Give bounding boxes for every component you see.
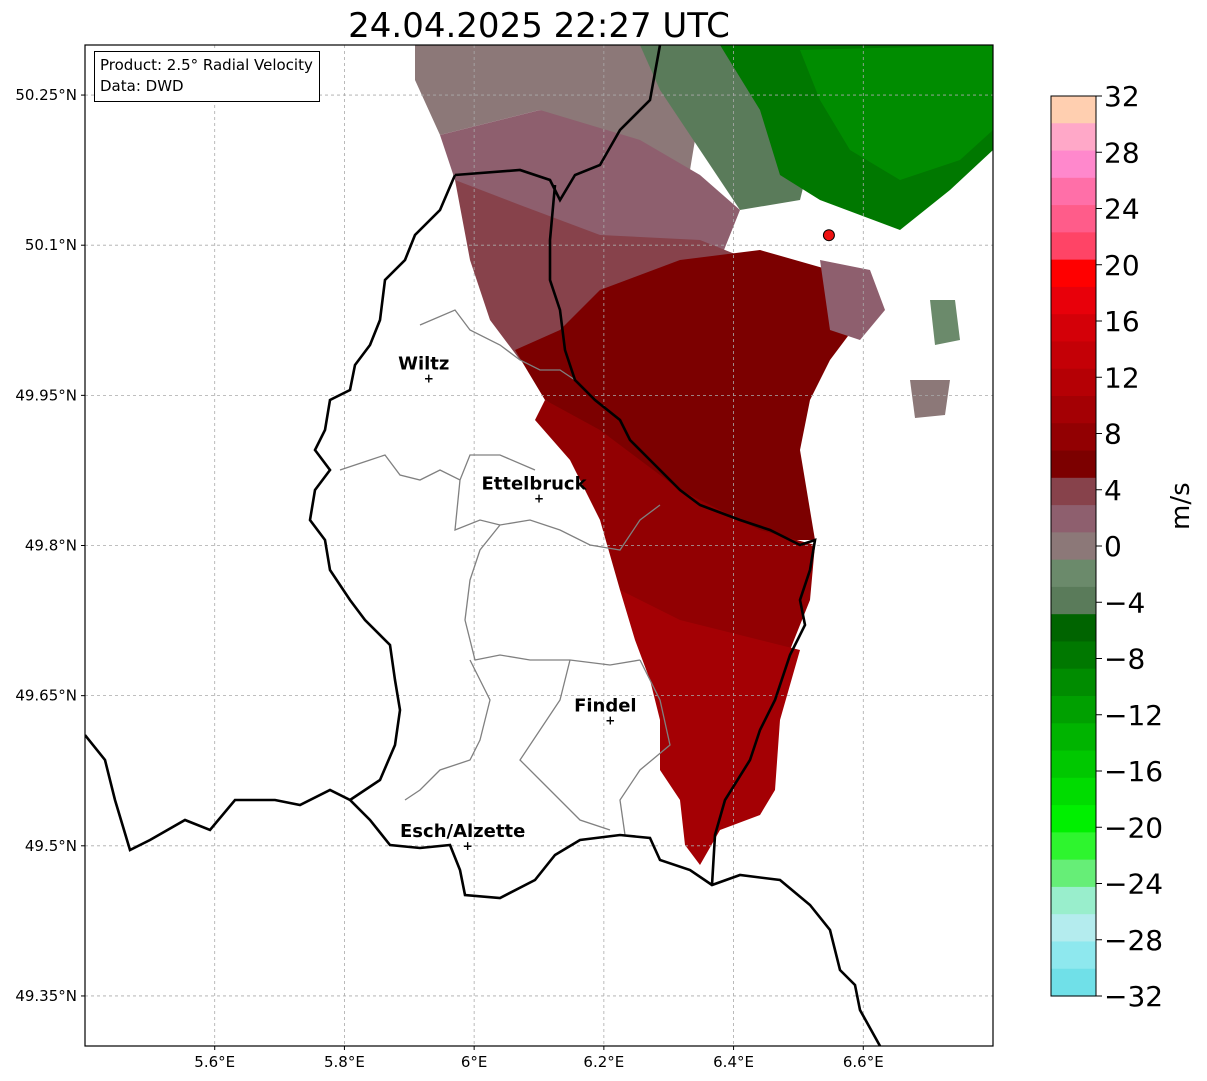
product-label: Product: 2.5° Radial Velocity (100, 56, 313, 74)
colorbar-segment (1051, 423, 1096, 452)
city-markers: +Wiltz+Ettelbruck+Findel+Esch/Alzette (398, 353, 637, 852)
canton-boundaries (339, 309, 671, 836)
colorbar-segment (1051, 859, 1096, 888)
echo-purple-north (440, 110, 740, 270)
colorbar-segment (1051, 505, 1096, 533)
colorbar-tick-label: 4 (1104, 474, 1122, 507)
colorbar-segment (1051, 177, 1096, 206)
echo-green-east (930, 300, 960, 345)
x-axis: 5.6°E 5.8°E 6°E 6.2°E 6.4°E 6.6°E (194, 1046, 884, 1071)
colorbar-segment (1051, 777, 1096, 806)
colorbar-segment (1051, 123, 1096, 152)
y-tick-label: 49.95°N (15, 386, 77, 404)
colorbar (1050, 95, 1097, 997)
y-tick-label: 49.5°N (25, 837, 77, 855)
colorbar-segment (1051, 232, 1096, 261)
colorbar-segment (1051, 259, 1096, 288)
colorbar-segment (1051, 96, 1096, 124)
echo-maroon-west (455, 180, 750, 360)
x-tick-label: 5.8°E (324, 1053, 365, 1071)
y-tick-label: 50.1°N (25, 236, 77, 254)
colorbar-segment (1051, 750, 1096, 779)
x-tick-label: 5.6°E (194, 1053, 235, 1071)
x-tick-label: 6.6°E (843, 1053, 884, 1071)
colorbar-segment (1051, 968, 1096, 997)
colorbar-segment (1051, 477, 1096, 506)
colorbar-tick-label: −24 (1104, 868, 1163, 901)
data-source-label: Data: DWD (100, 77, 184, 95)
colorbar-segment (1051, 723, 1096, 752)
map-title: 24.04.2025 22:27 UTC (348, 6, 730, 46)
colorbar-tick-label: −20 (1104, 811, 1163, 844)
info-box: Product: 2.5° Radial Velocity Data: DWD (94, 51, 320, 102)
echo-red-middle (535, 400, 815, 700)
city-marker: + (605, 714, 615, 728)
x-tick-label: 6.2°E (583, 1053, 624, 1071)
x-tick-label: 6°E (461, 1053, 488, 1071)
city-label: Ettelbruck (481, 473, 587, 494)
colorbar-segment (1051, 205, 1096, 233)
city-marker: + (424, 371, 434, 385)
country-border-luxembourg (85, 45, 882, 1046)
city-label: Findel (574, 696, 637, 717)
colorbar-segment (1051, 641, 1096, 670)
colorbar-segment (1051, 696, 1096, 724)
colorbar-segment (1051, 396, 1096, 424)
echo-gray-east (910, 380, 950, 418)
colorbar-tick-label: 8 (1104, 418, 1122, 451)
colorbar-tick-label: −16 (1104, 755, 1163, 788)
y-tick-label: 49.35°N (15, 987, 77, 1005)
radar-site-marker (822, 229, 835, 242)
colorbar-segment (1051, 886, 1096, 915)
gridlines (85, 45, 993, 1046)
borders (85, 45, 882, 1046)
city-label: Esch/Alzette (400, 821, 525, 842)
colorbar-unit-label: m/s (1166, 482, 1196, 530)
colorbar-tick-label: −4 (1104, 586, 1145, 619)
velocity-field (415, 45, 993, 865)
echo-pinkish-east (820, 260, 885, 340)
colorbar-tick-label: 32 (1104, 80, 1140, 113)
colorbar-tick-label: 0 (1104, 530, 1122, 563)
colorbar-segment (1051, 941, 1096, 970)
colorbar-segment (1051, 586, 1096, 615)
colorbar-tick-label: −28 (1104, 924, 1163, 957)
y-axis: 49.35°N 49.5°N 49.65°N 49.8°N 49.95°N 50.1°N 5… (15, 86, 85, 1005)
city-marker: + (534, 491, 544, 505)
city-label: Wiltz (398, 353, 449, 374)
echo-green-core (800, 45, 993, 180)
colorbar-segment (1051, 286, 1096, 315)
colorbar-segment (1051, 614, 1096, 643)
colorbar-segment (1051, 532, 1096, 561)
colorbar-tick-label: 16 (1104, 305, 1140, 338)
colorbar-tick-label: −32 (1104, 980, 1163, 1013)
colorbar-segment (1051, 450, 1096, 479)
y-tick-label: 49.65°N (15, 687, 77, 705)
colorbar-ticks: 32 28 24 20 16 12 8 4 0 −4 −8 −12 −16 −20 −24 −28 −32 (1096, 80, 1163, 1013)
colorbar-segment (1051, 668, 1096, 697)
colorbar-segment (1051, 150, 1096, 179)
colorbar-tick-label: −12 (1104, 699, 1163, 732)
colorbar-segment (1051, 914, 1096, 943)
colorbar-segment (1051, 832, 1096, 861)
colorbar-tick-label: 20 (1104, 249, 1140, 282)
y-tick-label: 49.8°N (25, 537, 77, 555)
city-marker: + (463, 839, 473, 853)
colorbar-segment (1051, 341, 1096, 370)
colorbar-tick-label: 28 (1104, 136, 1140, 169)
colorbar-segment (1051, 314, 1096, 343)
colorbar-segment (1051, 368, 1096, 397)
colorbar-tick-label: 24 (1104, 193, 1140, 226)
colorbar-tick-label: −8 (1104, 643, 1145, 676)
colorbar-segment (1051, 805, 1096, 833)
echo-red-south (620, 590, 800, 865)
colorbar-tick-label: 12 (1104, 361, 1140, 394)
x-tick-label: 6.4°E (713, 1053, 754, 1071)
colorbar-segment (1051, 559, 1096, 588)
y-tick-label: 50.25°N (15, 86, 77, 104)
